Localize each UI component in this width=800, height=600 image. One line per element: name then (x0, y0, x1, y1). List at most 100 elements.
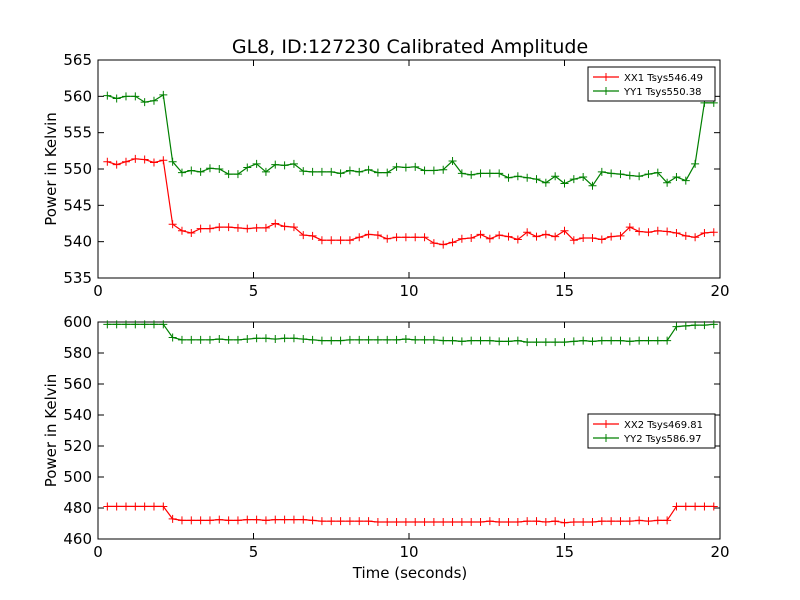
data-point (112, 94, 121, 103)
data-point (663, 336, 672, 345)
data-point (149, 158, 158, 167)
data-point (271, 160, 280, 169)
data-point (495, 517, 504, 526)
data-point (635, 336, 644, 345)
data-point (103, 91, 112, 100)
data-point (196, 224, 205, 233)
data-point (327, 336, 336, 345)
y-tick-label: 460 (63, 530, 92, 548)
data-point (215, 165, 224, 173)
legend-marker-2 (602, 434, 610, 442)
data-point (112, 160, 121, 169)
y-tick-label: 565 (63, 51, 92, 69)
data-point (467, 336, 476, 345)
y-tick-label: 540 (63, 406, 92, 424)
data-point (709, 320, 718, 329)
data-point (149, 320, 158, 329)
data-point (663, 516, 672, 525)
y-axis-label: Power in Kelvin (42, 112, 60, 226)
data-point (299, 167, 308, 176)
data-point (168, 220, 177, 229)
data-point (336, 336, 345, 345)
data-point (224, 170, 233, 179)
top-plot-panel: 0 5 10 15 20 535 540 545 550 555 560 565 Power in Ke… (42, 51, 730, 300)
data-point (252, 223, 261, 232)
data-point (233, 335, 242, 344)
data-point (243, 224, 252, 233)
data-point (345, 517, 354, 526)
legend-marker-2 (602, 87, 610, 95)
data-point (383, 517, 392, 526)
data-point (513, 172, 522, 181)
data-point (625, 171, 634, 180)
data-point (681, 321, 690, 330)
data-point (252, 515, 261, 524)
data-point (569, 337, 578, 346)
data-point (215, 335, 224, 344)
data-point (588, 517, 597, 526)
data-point (196, 516, 205, 525)
data-point (485, 169, 494, 178)
y-tick-label: 520 (63, 437, 92, 455)
x-tick-label: 20 (710, 543, 729, 561)
data-point (681, 231, 690, 240)
y-tick-label: 545 (63, 196, 92, 214)
data-point (560, 226, 569, 235)
data-point (700, 502, 709, 511)
data-point (672, 228, 681, 237)
data-point (635, 227, 644, 236)
x-tick-label: 15 (555, 543, 574, 561)
data-point (644, 336, 653, 345)
data-point (588, 181, 597, 190)
data-point (429, 239, 438, 248)
data-point (336, 517, 345, 526)
data-point (504, 337, 513, 346)
data-point (495, 337, 504, 346)
data-point (485, 336, 494, 345)
legend-label-2: YY2 Tsys586.97 (623, 434, 702, 445)
data-point (476, 517, 485, 526)
y-axis-label: Power in Kelvin (42, 374, 60, 488)
data-point (271, 219, 280, 228)
data-point (653, 226, 662, 235)
data-point (467, 170, 476, 179)
data-point (429, 517, 438, 526)
data-point (439, 336, 448, 345)
data-point (289, 223, 298, 232)
legend-marker-1 (602, 420, 610, 428)
data-point (448, 336, 457, 345)
data-point (317, 236, 326, 245)
data-point (159, 502, 168, 511)
data-point (187, 166, 196, 175)
y-tick-label: 600 (63, 313, 92, 331)
data-point (420, 335, 429, 344)
data-point (663, 178, 672, 187)
data-point (373, 168, 382, 177)
data-point (224, 516, 233, 525)
data-point (308, 231, 317, 240)
y-tick-label: 560 (63, 375, 92, 393)
data-point (560, 179, 569, 188)
y-tick-label: 555 (63, 124, 92, 142)
data-point (532, 232, 541, 241)
data-point (579, 517, 588, 526)
data-point (121, 92, 130, 101)
data-point (392, 335, 401, 344)
data-point (672, 172, 681, 181)
data-point (401, 233, 410, 242)
data-point (523, 517, 532, 526)
data-point (289, 159, 298, 168)
data-point (299, 231, 308, 240)
data-point (196, 335, 205, 344)
data-point (233, 223, 242, 232)
data-point (205, 224, 214, 233)
data-point (131, 154, 140, 163)
legend: XX1 Tsys546.49 YY1 Tsys550.38 (587, 66, 716, 102)
data-point (420, 166, 429, 175)
data-point (616, 170, 625, 179)
legend: XX2 Tsys469.81 YY2 Tsys586.97 (587, 413, 716, 449)
data-point (541, 230, 550, 239)
data-point (383, 335, 392, 344)
data-point (168, 157, 177, 166)
data-point (523, 228, 532, 237)
